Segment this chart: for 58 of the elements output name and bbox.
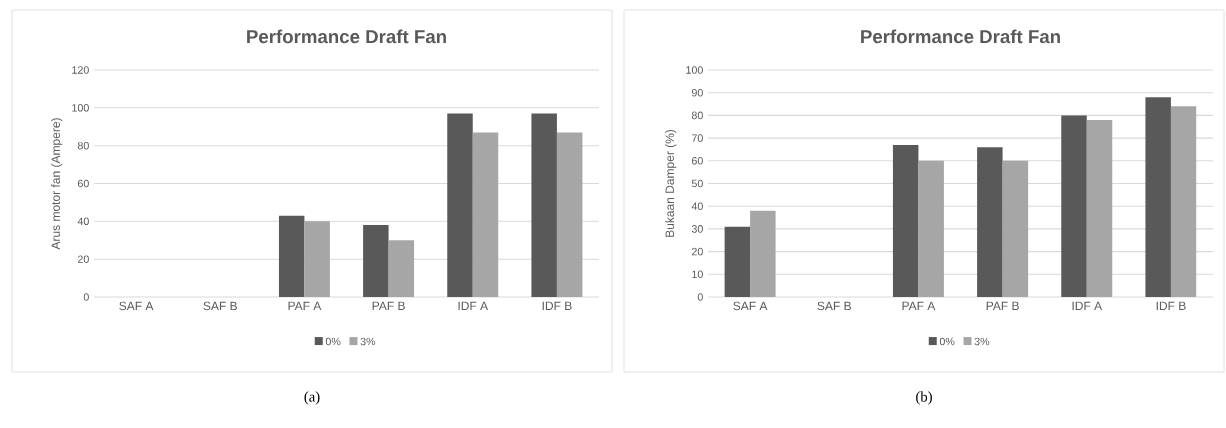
bar: [472, 132, 499, 297]
chart-title: Performance Draft Fan: [861, 29, 1060, 44]
text: (b): [916, 391, 932, 405]
y-tick-label: 30: [691, 225, 703, 233]
chart-title: Performance Draft Fan: [247, 29, 446, 44]
text: (a): [304, 391, 320, 405]
bar: [278, 215, 305, 297]
x-tick-label: SAF A: [733, 301, 768, 311]
bar: [892, 144, 919, 297]
y-tick-label: 90: [691, 88, 703, 97]
y-tick-label: 50: [691, 179, 703, 188]
bar: [724, 226, 751, 297]
y-tick-label: 80: [691, 111, 703, 120]
y-tick-label: 20: [77, 255, 89, 263]
x-tick-label: PAF A: [902, 301, 936, 310]
x-tick-label: PAF B: [372, 301, 405, 310]
bar: [556, 132, 583, 297]
legend-label: 0%: [939, 337, 955, 346]
bar: [304, 221, 330, 297]
bar: [1061, 115, 1087, 297]
y-tick-label: 100: [686, 66, 703, 74]
bar: [1086, 119, 1113, 297]
bar: [531, 113, 557, 297]
bar: [1145, 97, 1171, 297]
y-tick-label: 100: [72, 104, 89, 112]
x-tick-label: IDF A: [458, 301, 489, 310]
y-tick-label: 60: [77, 179, 89, 188]
x-tick-label: SAF B: [203, 301, 237, 311]
y-tick-label: 80: [77, 141, 89, 150]
y-tick-label: 70: [691, 134, 703, 142]
bar: [1170, 106, 1197, 297]
x-tick-label: PAF B: [986, 301, 1019, 310]
bar: [388, 240, 415, 297]
y-axis-title: Arus motor fan (Ampere): [51, 118, 63, 250]
legend-label: 3%: [360, 337, 376, 346]
y-tick-label: 10: [692, 270, 703, 279]
x-tick-label: SAF B: [817, 301, 851, 311]
bar: [750, 210, 776, 297]
y-tick-label: 120: [72, 66, 89, 74]
bar: [363, 225, 389, 297]
y-tick-label: 20: [691, 247, 703, 256]
y-axis-title: Bukaan Damper (%): [665, 129, 677, 237]
x-tick-label: IDF B: [1156, 301, 1186, 310]
y-tick-label: 40: [691, 202, 703, 210]
y-tick-label: 60: [691, 157, 703, 165]
x-tick-label: IDF A: [1072, 301, 1103, 310]
y-tick-label: 40: [77, 217, 89, 226]
legend-label: 0%: [325, 337, 341, 346]
x-tick-label: SAF A: [119, 301, 154, 311]
legend-label: 3%: [974, 337, 990, 346]
bar: [918, 160, 944, 297]
y-tick-label: 0: [83, 293, 89, 301]
x-tick-label: IDF B: [542, 301, 572, 310]
y-tick-label: 0: [697, 293, 703, 301]
bar: [1002, 160, 1029, 297]
bar: [977, 147, 1003, 297]
bar: [447, 113, 473, 297]
x-tick-label: PAF A: [288, 301, 322, 310]
